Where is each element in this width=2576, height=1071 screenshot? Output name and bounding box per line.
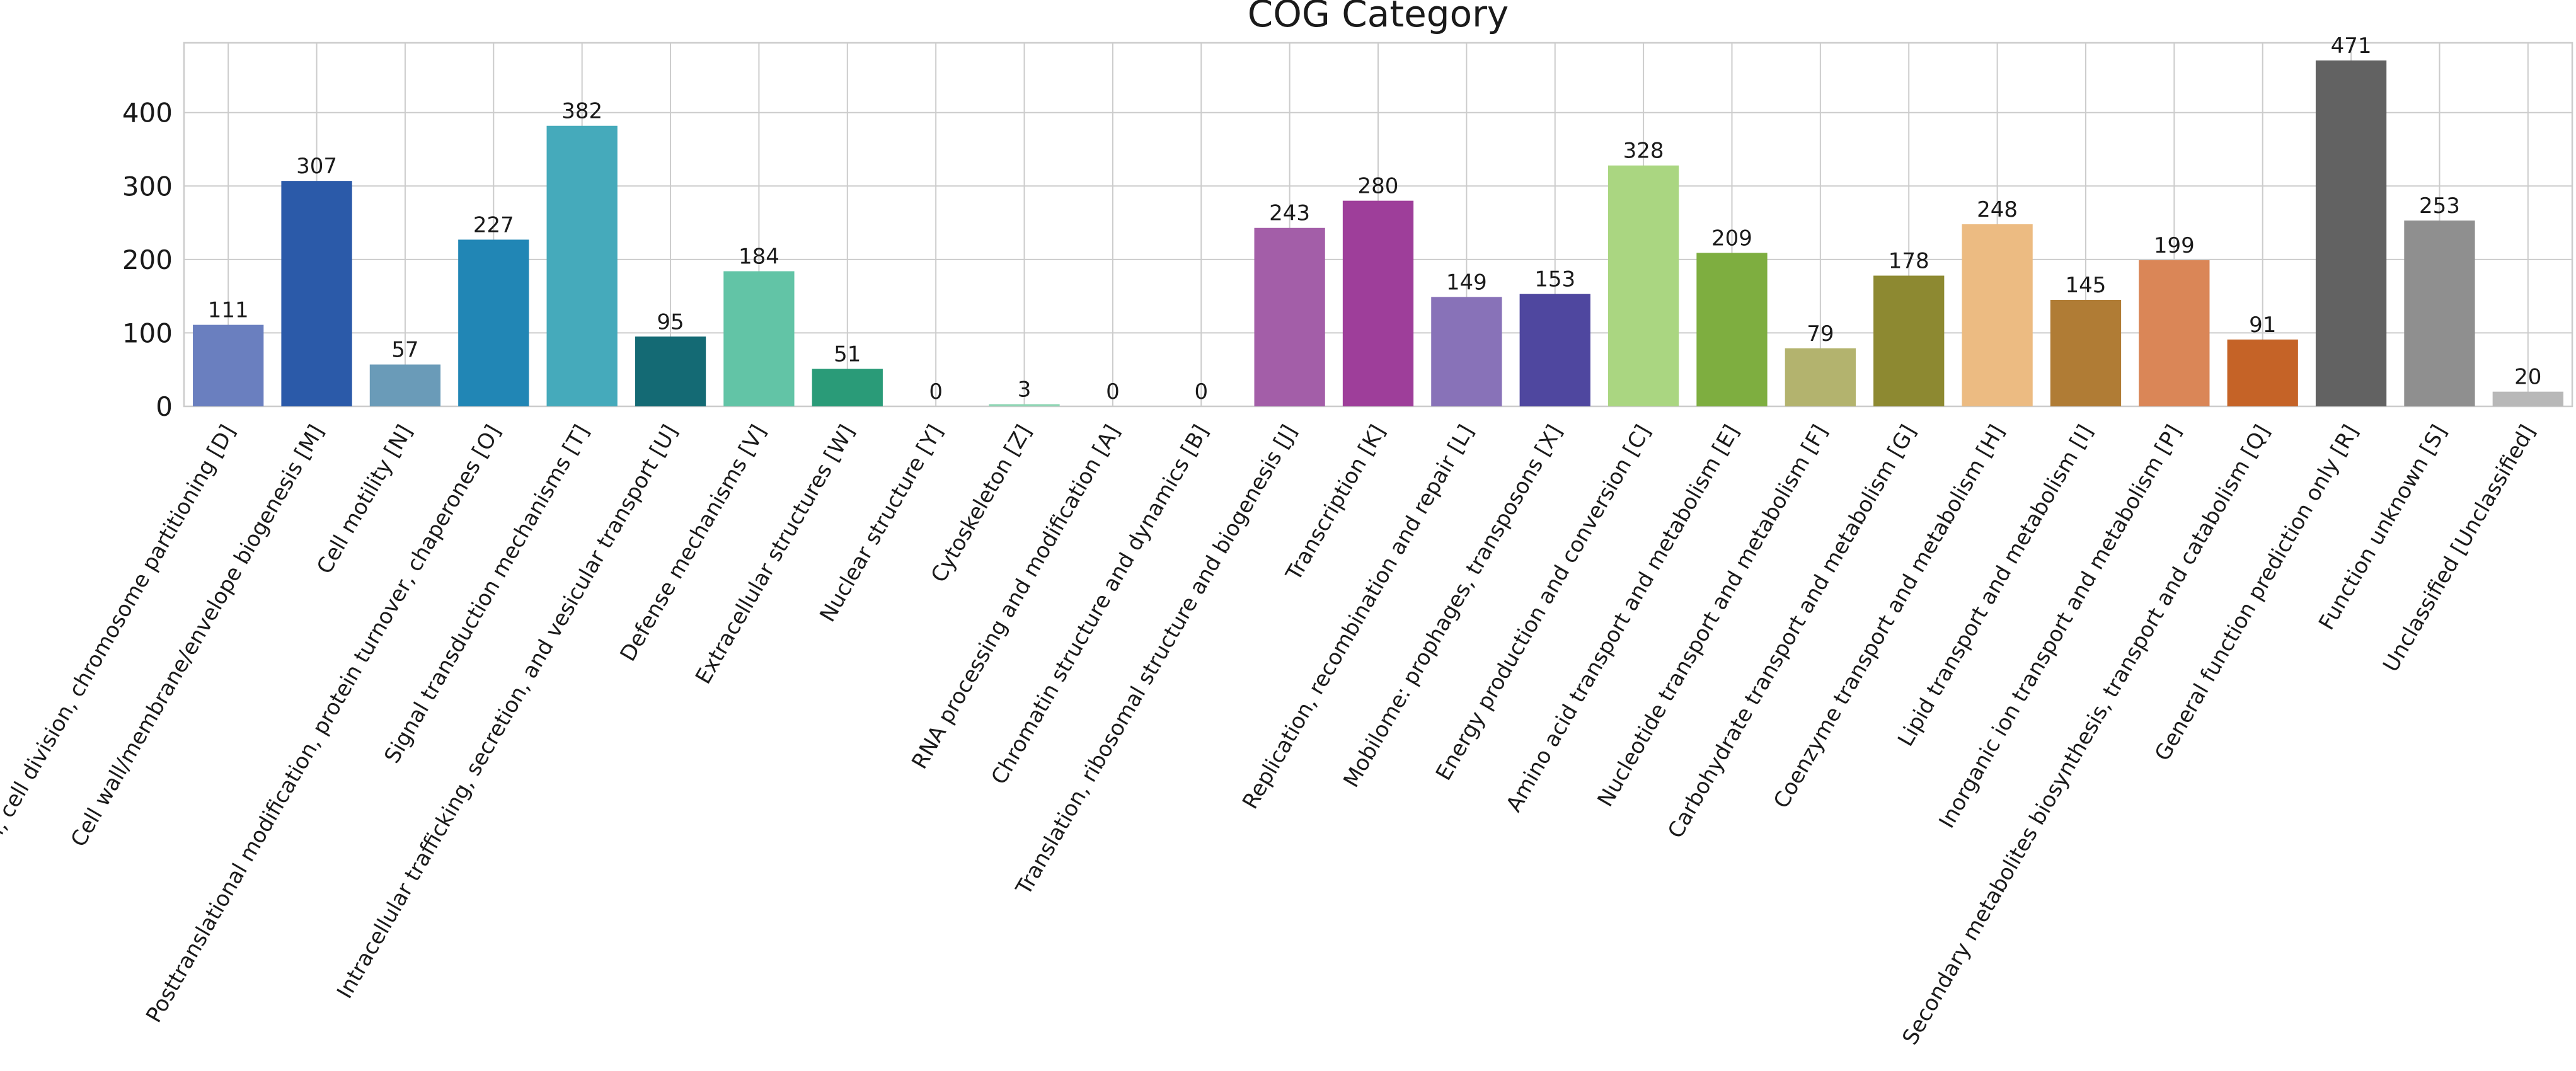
bar-value-label: 382 [561,99,602,124]
bars [193,60,2563,407]
bar [723,271,795,406]
x-tick-label: Unclassified [Unclassified] [2378,420,2541,676]
y-tick-label: 300 [122,171,173,202]
x-tick-label: Posttranslational modification, protein … [141,421,506,1028]
bar-value-label: 149 [1446,270,1487,295]
bar-value-label: 227 [473,212,514,238]
x-tick-label: Extracellular structures [W] [691,421,860,689]
bar [546,125,618,407]
bar-value-label: 111 [208,298,249,323]
bar [458,239,529,406]
bar-value-label: 328 [1623,139,1664,164]
bar [193,324,264,406]
bar-value-label: 57 [391,338,418,363]
bar [2139,260,2210,406]
bar [2315,60,2387,406]
x-tick-label: Lipid transport and metabolism [I] [1893,421,2098,751]
bar [812,369,883,406]
bar-value-label: 253 [2419,193,2460,219]
bar-value-label: 0 [929,379,943,404]
bar-value-label: 145 [2066,273,2107,298]
bar [2050,299,2122,406]
bar [2227,339,2298,406]
bar-value-label: 184 [739,244,779,270]
bar [281,181,352,406]
bar-value-label: 79 [1807,321,1834,346]
bar-value-label: 91 [2249,312,2276,338]
bar [1431,297,1502,406]
bar [1519,294,1590,406]
bar-value-label: 0 [1106,379,1120,404]
bar [2404,220,2475,406]
bar [1785,348,1856,406]
bar [1962,224,2033,406]
value-labels: 111 307 57 227 382 95 184 51 0 3 0 0 243 280 149 153 328… [208,33,2542,404]
x-tick-label: Intracellular trafficking, secretion, an… [332,421,683,1003]
bar-value-label: 178 [1889,249,1929,274]
bar [1873,275,1945,406]
bar-value-label: 248 [1977,197,2018,222]
bar [1342,200,1414,406]
y-tick-label: 400 [122,98,173,129]
bar-value-label: 243 [1269,201,1310,226]
bar-value-label: 95 [657,309,684,335]
bar-value-label: 199 [2154,233,2195,258]
bar-value-label: 3 [1018,377,1032,403]
y-tick-label: 100 [122,318,173,348]
y-tick-label: 0 [156,391,173,422]
x-tick-label: Cell motility [N] [312,421,418,579]
x-tick-label: Transcription [K] [1280,421,1390,586]
bar-value-label: 153 [1534,267,1575,292]
bar-value-label: 280 [1358,174,1399,199]
bar [2492,391,2563,406]
bar-value-label: 0 [1194,379,1208,404]
bar-value-label: 471 [2331,33,2372,59]
y-tick-label: 200 [122,244,173,275]
bar [635,336,706,406]
bar-value-label: 307 [296,154,337,179]
bar-value-label: 209 [1711,226,1752,251]
bar [1607,165,1679,406]
x-tick-label: Defense mechanisms [V] [615,421,771,666]
x-tick-label: Cytoskeleton [Z] [926,421,1037,587]
bar [1696,253,1768,406]
x-axis: Cell cycle control, cell division, chrom… [0,420,2541,1049]
bar [369,364,441,406]
chart-title: COG Category [1248,0,1509,35]
bar [1254,227,1325,406]
bar [989,404,1060,406]
y-axis: 0 100 200 300 400 [122,98,173,422]
bar-value-label: 20 [2514,365,2541,390]
bar-value-label: 51 [834,342,861,367]
